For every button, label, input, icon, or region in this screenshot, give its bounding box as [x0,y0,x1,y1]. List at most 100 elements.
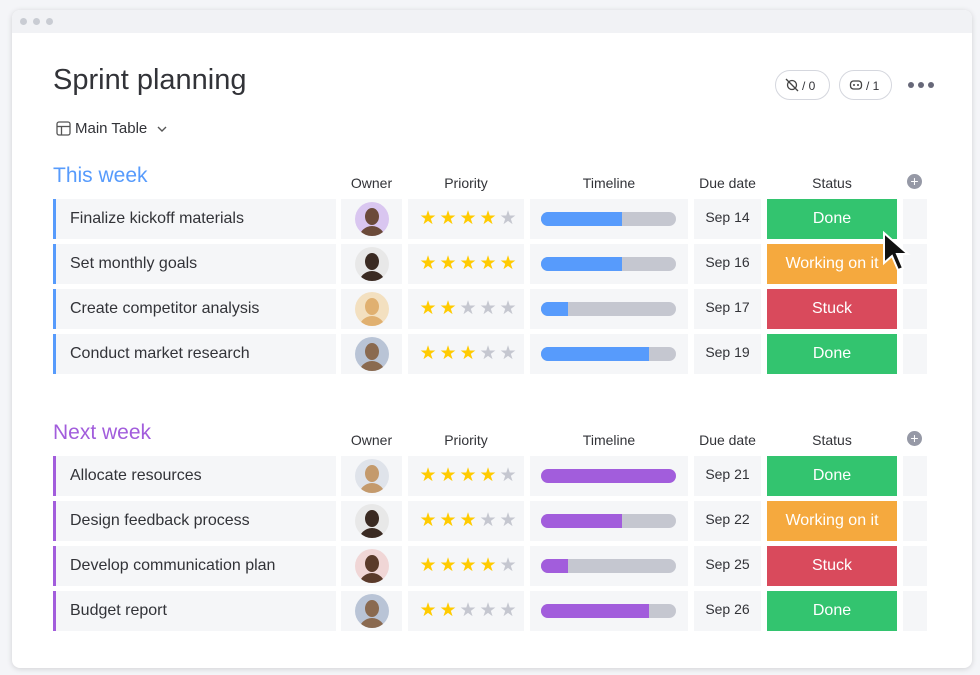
priority-stars: ★ ★ ★ ★ ★ [418,289,524,329]
board-title: Sprint planning [53,64,247,96]
mouse-cursor [883,230,911,272]
star: ★ [479,343,497,364]
due-date: Sep 21 [694,456,761,496]
avatar-face [365,510,379,527]
timeline-track [541,302,676,316]
star: ★ [439,555,457,576]
timeline-cell [530,456,688,496]
empty-cell [903,501,927,541]
task-name: Set monthly goals [53,244,336,284]
chevron [157,126,167,132]
avatar [355,594,389,628]
counter-button[interactable]: / 1 [839,70,892,100]
avatar [355,247,389,281]
star: ★ [439,465,457,486]
task-name: Conduct market research [53,334,336,374]
due-date: Sep 14 [694,199,761,239]
counter-icon [849,80,863,90]
counter-button[interactable]: / 0 [775,70,830,100]
window-dot [33,18,40,25]
priority-stars: ★ ★ ★ ★ ★ [418,199,524,239]
avatar-face [365,343,379,360]
window-dot [46,18,53,25]
owner-cell [341,501,402,541]
timeline-fill [541,347,649,361]
avatar-face [365,465,379,482]
empty-cell [903,546,927,586]
owner-cell [341,289,402,329]
timeline-cell [530,546,688,586]
window-dot [20,18,27,25]
priority-cell: ★ ★ ★ ★ ★ [408,501,524,541]
timeline-cell [530,501,688,541]
owner-cell [341,591,402,631]
avatar [355,504,389,538]
task-name: Design feedback process [53,501,336,541]
star: ★ [419,555,437,576]
due-date: Sep 25 [694,546,761,586]
column-header: Timeline [582,432,636,448]
column-header: Due date [699,175,756,191]
timeline-cell [530,199,688,239]
column-header: Owner [350,432,393,448]
star: ★ [439,298,457,319]
timeline-track [541,469,676,483]
due-date: Sep 17 [694,289,761,329]
empty-cell [903,199,927,239]
avatar-body [359,316,385,326]
avatar-face [365,600,379,617]
star: ★ [439,253,457,274]
task-name: Budget report [53,591,336,631]
owner-cell [341,199,402,239]
add-column[interactable]: + [907,174,922,189]
task-name: Allocate resources [53,456,336,496]
column-header: Owner [350,175,393,191]
due-date: Sep 26 [694,591,761,631]
priority-cell: ★ ★ ★ ★ ★ [408,456,524,496]
star: ★ [479,510,497,531]
timeline-fill [541,257,622,271]
star: ★ [479,600,497,621]
empty-cell [903,456,927,496]
star: ★ [439,343,457,364]
star: ★ [479,208,497,229]
column-header: Priority [444,432,488,448]
due-date: Sep 19 [694,334,761,374]
star: ★ [459,298,477,319]
add-column[interactable]: + [907,431,922,446]
avatar [355,202,389,236]
task-name: Develop communication plan [53,546,336,586]
avatar [355,549,389,583]
star: ★ [499,298,517,319]
due-date: Sep 22 [694,501,761,541]
timeline-track [541,212,676,226]
avatar-face [365,298,379,315]
timeline-track [541,559,676,573]
star: ★ [419,253,437,274]
status-label: Stuck [767,289,897,329]
star: ★ [459,343,477,364]
view-selector[interactable]: Main Table [75,120,148,137]
avatar-face [365,555,379,572]
star: ★ [419,208,437,229]
empty-cell [903,591,927,631]
column-header: Due date [699,432,756,448]
avatar-body [359,618,385,628]
due-date: Sep 16 [694,244,761,284]
task-name: Create competitor analysis [53,289,336,329]
column-header: Timeline [582,175,636,191]
owner-cell [341,244,402,284]
star: ★ [499,510,517,531]
avatar-body [359,271,385,281]
status-label: Stuck [767,546,897,586]
owner-cell [341,334,402,374]
star: ★ [479,253,497,274]
timeline-fill [541,212,622,226]
star: ★ [499,343,517,364]
status-label: Done [767,456,897,496]
priority-stars: ★ ★ ★ ★ ★ [418,456,524,496]
more-menu[interactable] [907,80,935,90]
avatar-body [359,361,385,371]
status-label: Done [767,591,897,631]
star: ★ [499,208,517,229]
